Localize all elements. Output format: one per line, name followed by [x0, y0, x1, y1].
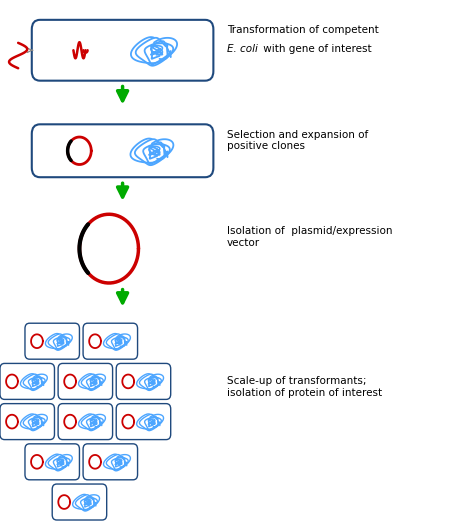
Text: Transformation of competent: Transformation of competent — [227, 25, 379, 35]
FancyBboxPatch shape — [58, 363, 113, 399]
Text: Scale-up of transformants;
isolation of protein of interest: Scale-up of transformants; isolation of … — [227, 376, 382, 398]
Text: Isolation of  plasmid/expression
vector: Isolation of plasmid/expression vector — [227, 226, 393, 248]
FancyBboxPatch shape — [25, 323, 79, 359]
Text: with gene of interest: with gene of interest — [260, 44, 372, 54]
FancyBboxPatch shape — [0, 404, 54, 440]
FancyBboxPatch shape — [25, 444, 79, 480]
FancyBboxPatch shape — [58, 404, 113, 440]
FancyBboxPatch shape — [83, 444, 138, 480]
FancyBboxPatch shape — [52, 484, 107, 520]
FancyBboxPatch shape — [116, 404, 171, 440]
FancyBboxPatch shape — [32, 20, 213, 80]
Text: E. coli: E. coli — [227, 44, 258, 54]
FancyBboxPatch shape — [0, 363, 54, 399]
FancyBboxPatch shape — [116, 363, 171, 399]
FancyBboxPatch shape — [32, 124, 213, 177]
Text: Selection and expansion of
positive clones: Selection and expansion of positive clon… — [227, 130, 368, 151]
FancyBboxPatch shape — [83, 323, 138, 359]
